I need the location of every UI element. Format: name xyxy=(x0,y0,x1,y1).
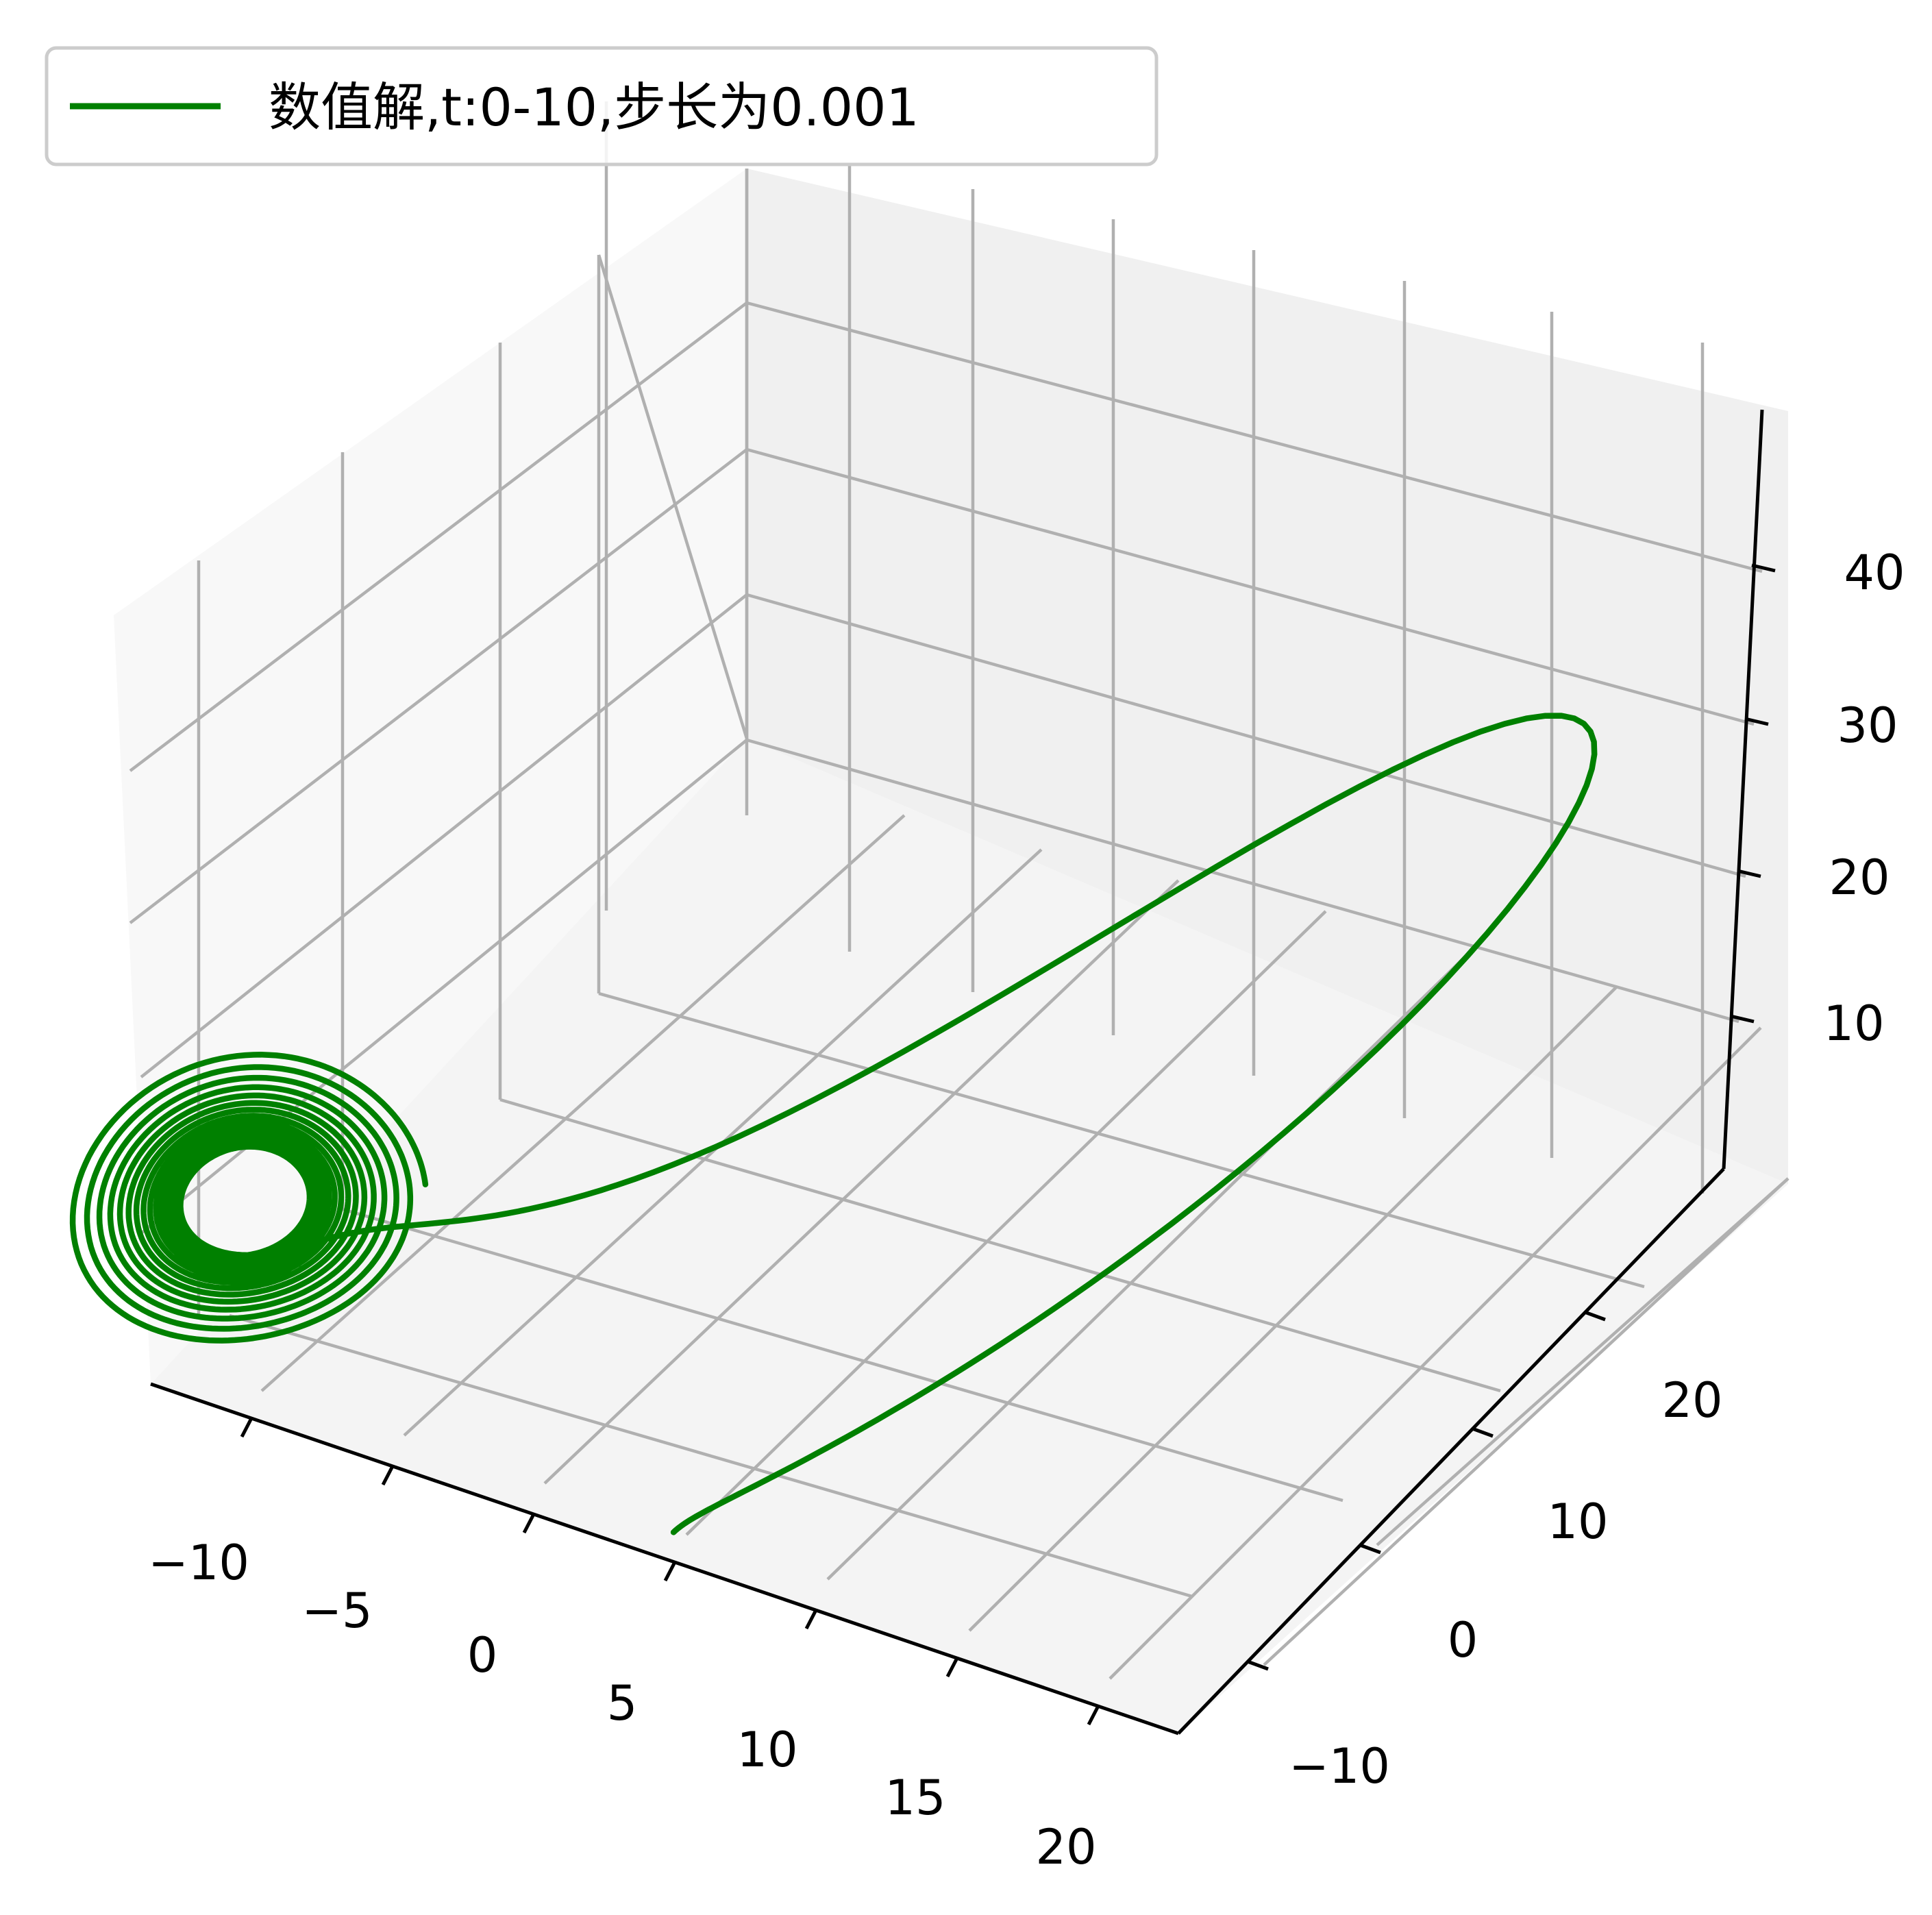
y-tick-mark xyxy=(1472,1426,1494,1438)
z-axis-line xyxy=(1722,409,1764,1170)
x-tick-mark xyxy=(1087,1705,1100,1726)
x-tick-mark xyxy=(381,1465,395,1486)
z-tick-label: 30 xyxy=(1837,697,1898,754)
grid-line xyxy=(140,593,748,1078)
grid-line xyxy=(499,1098,1501,1393)
grid-line xyxy=(1376,1177,1789,1546)
z-tick-mark xyxy=(1730,1014,1755,1024)
grid-line xyxy=(140,739,748,1235)
x-tick-mark xyxy=(663,1561,677,1582)
grid-line xyxy=(1109,1026,1762,1680)
z-tick-label: 40 xyxy=(1844,545,1905,601)
y-tick-label: −10 xyxy=(1289,1738,1390,1794)
y-axis-line xyxy=(1177,1167,1725,1735)
y-tick-label: 20 xyxy=(1661,1372,1722,1429)
grid-line xyxy=(746,738,1739,1024)
z-tick-mark xyxy=(1737,869,1761,878)
grid-line xyxy=(746,447,1755,726)
x-tick-label: 20 xyxy=(1035,1819,1096,1875)
y-tick-mark xyxy=(1247,1659,1269,1671)
x-tick-mark xyxy=(804,1609,818,1630)
x-tick-mark xyxy=(945,1657,959,1678)
x-tick-label: 0 xyxy=(467,1627,498,1683)
axes xyxy=(150,409,1764,1735)
trajectory-line xyxy=(69,713,1598,1535)
x-tick-label: −10 xyxy=(148,1535,249,1591)
grid-line xyxy=(129,448,748,924)
x-tick-label: 5 xyxy=(607,1675,638,1731)
grid-line xyxy=(968,985,1618,1632)
grid-line xyxy=(229,1313,1193,1598)
x-tick-mark xyxy=(522,1513,536,1534)
tick-labels: −10 −5 0 5 10 15 20 −10 0 10 20 10 20 30… xyxy=(148,545,1905,1875)
y-tick-label: 10 xyxy=(1547,1494,1608,1550)
series-layer xyxy=(69,713,1598,1535)
grid-line xyxy=(1263,1177,1789,1666)
grid-line xyxy=(597,254,749,739)
x-axis-line xyxy=(150,1382,1179,1735)
grid-line xyxy=(342,1207,1343,1503)
axis-panes xyxy=(114,169,1788,1733)
grid-line xyxy=(543,879,1180,1485)
grid-line xyxy=(826,948,1474,1581)
x-tick-label: −5 xyxy=(301,1583,372,1639)
y-tick-mark xyxy=(1584,1310,1606,1322)
grid-line xyxy=(746,301,1763,573)
legend-frame xyxy=(45,46,1159,166)
y-tick-mark xyxy=(1359,1543,1381,1555)
y-tick-label: 0 xyxy=(1448,1612,1478,1668)
legend: 数值解,t:0-10,步长为0.001 xyxy=(45,46,1159,166)
x-tick-label: 10 xyxy=(736,1722,797,1778)
z-tick-label: 20 xyxy=(1829,850,1890,906)
grid-lines xyxy=(129,101,1789,1680)
x-tick-mark xyxy=(240,1417,253,1438)
z-tick-label: 10 xyxy=(1823,996,1884,1052)
back-wall-pane xyxy=(747,169,1788,1184)
ticks xyxy=(240,563,1776,1726)
grid-line xyxy=(746,593,1746,878)
z-tick-mark xyxy=(1751,563,1776,573)
grid-line xyxy=(129,301,748,772)
grid-line xyxy=(685,910,1327,1536)
z-tick-mark xyxy=(1744,717,1769,726)
legend-label: 数值解,t:0-10,步长为0.001 xyxy=(269,77,919,138)
x-tick-label: 15 xyxy=(884,1770,945,1826)
grid-line xyxy=(598,991,1645,1289)
grid-line xyxy=(260,814,906,1392)
